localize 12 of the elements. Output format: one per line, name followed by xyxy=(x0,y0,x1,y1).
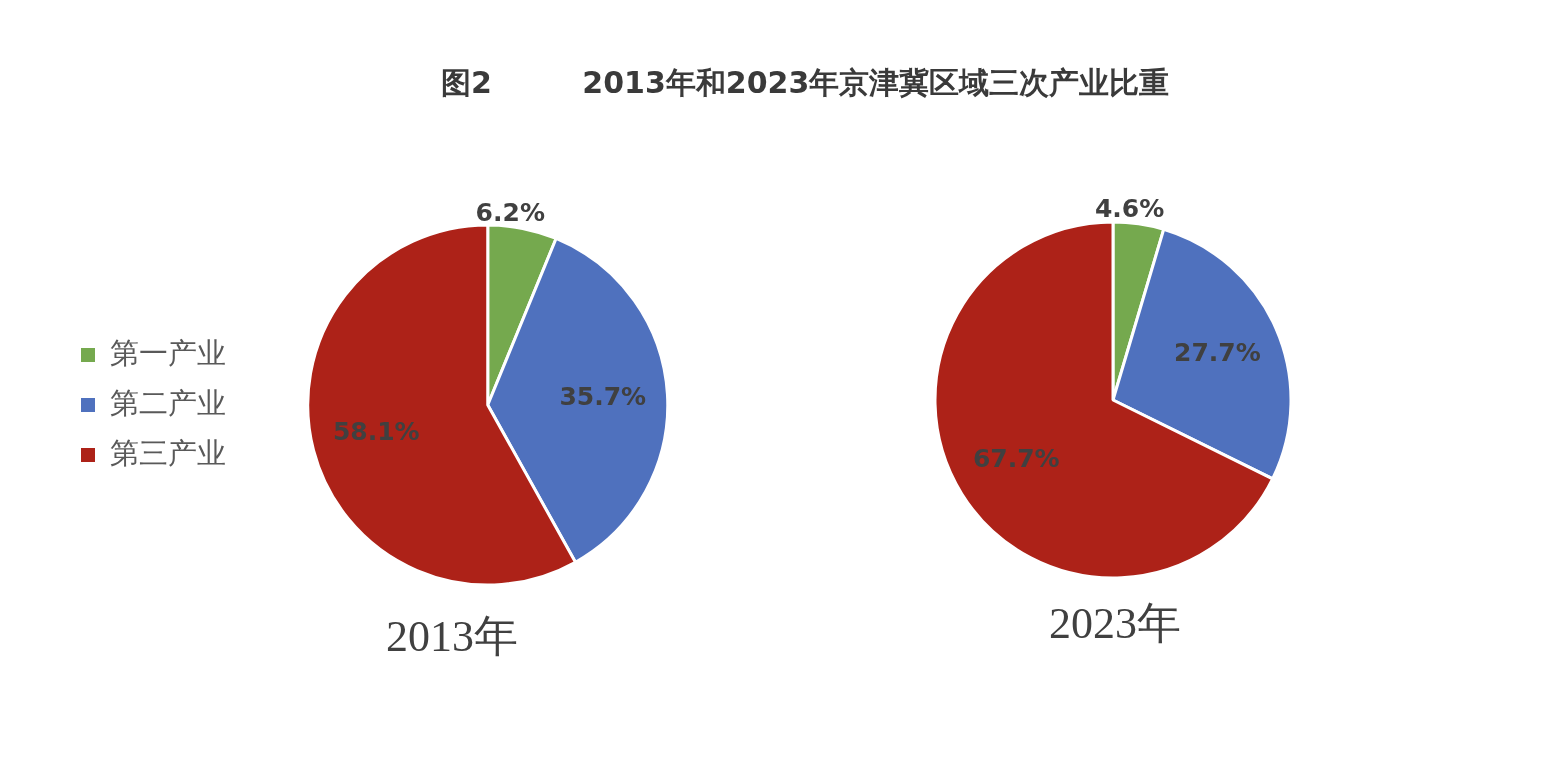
data-label: 35.7% xyxy=(559,381,647,411)
data-label: 27.7% xyxy=(1174,337,1261,367)
text: 图2 2013年和2023年京津冀区域三次产业比重 xyxy=(441,64,1170,102)
text: 2013年 xyxy=(385,612,519,662)
data-label: 6.2% xyxy=(475,198,545,228)
legend-label: 第三产业 xyxy=(109,435,226,470)
legend-label: 第一产业 xyxy=(109,335,226,370)
data-label: 4.6% xyxy=(1094,193,1165,223)
legend-label: 第二产业 xyxy=(109,385,226,420)
data-label: 58.1% xyxy=(332,417,420,447)
text: 2023年 xyxy=(1048,599,1182,649)
data-label: 67.7% xyxy=(972,443,1060,473)
